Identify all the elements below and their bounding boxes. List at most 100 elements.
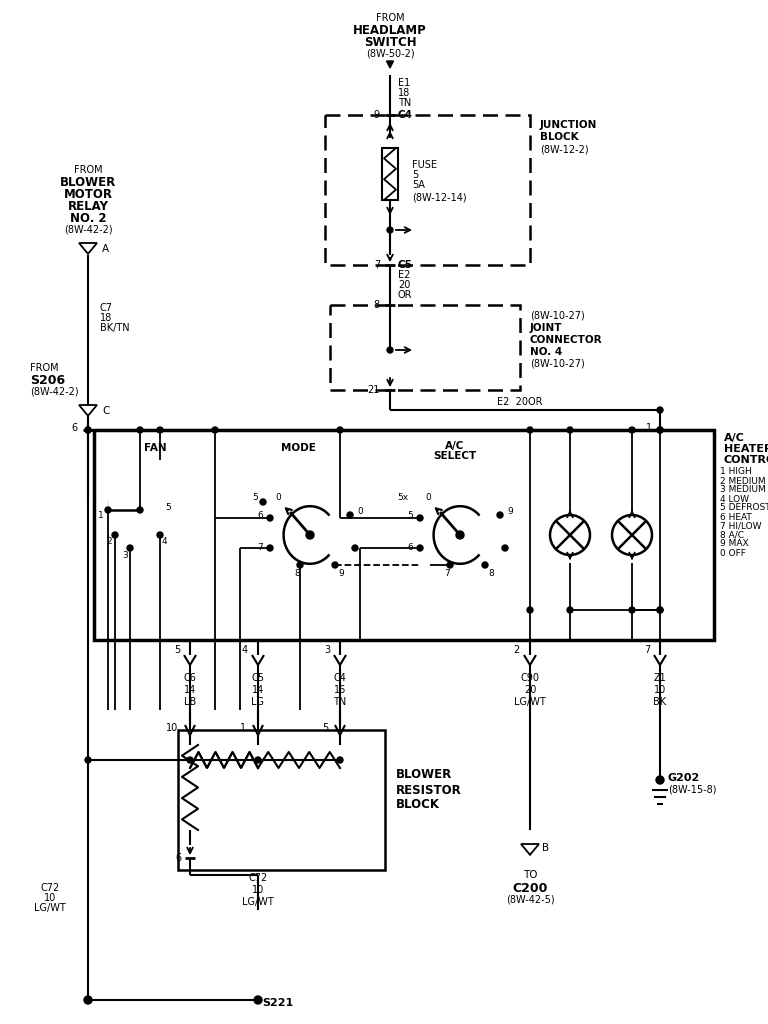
- Text: 5 DEFROST: 5 DEFROST: [720, 504, 768, 512]
- Circle shape: [657, 427, 663, 433]
- Text: C72
10
LG/WT: C72 10 LG/WT: [242, 873, 274, 906]
- Text: 3: 3: [324, 645, 330, 655]
- Text: JOINT: JOINT: [530, 323, 562, 333]
- Text: (8W-42-5): (8W-42-5): [505, 895, 554, 905]
- Circle shape: [482, 562, 488, 568]
- Text: LG/WT: LG/WT: [34, 903, 66, 913]
- Text: MODE: MODE: [280, 443, 316, 453]
- Text: C4: C4: [398, 110, 413, 120]
- Text: 6: 6: [176, 853, 182, 863]
- Text: 3: 3: [122, 552, 128, 560]
- Text: 7: 7: [374, 260, 380, 270]
- Text: (8W-42-2): (8W-42-2): [30, 387, 78, 397]
- Text: A/C: A/C: [445, 441, 465, 451]
- Circle shape: [337, 427, 343, 433]
- Text: Z1
10
BK: Z1 10 BK: [654, 674, 667, 707]
- Circle shape: [267, 515, 273, 521]
- Text: 7: 7: [444, 568, 450, 578]
- Circle shape: [629, 427, 635, 433]
- Text: 8 A/C: 8 A/C: [720, 530, 744, 540]
- Circle shape: [656, 776, 664, 784]
- Text: TO: TO: [523, 870, 538, 880]
- Text: 2: 2: [107, 538, 112, 547]
- Text: 5A: 5A: [412, 180, 425, 190]
- Text: 6: 6: [407, 544, 413, 553]
- Circle shape: [497, 512, 503, 518]
- Text: 4: 4: [242, 645, 248, 655]
- Text: BLOCK: BLOCK: [396, 799, 440, 811]
- Text: RESISTOR: RESISTOR: [396, 783, 462, 797]
- Text: E2  20OR: E2 20OR: [497, 397, 543, 407]
- Text: 8: 8: [488, 568, 494, 578]
- Text: NO. 2: NO. 2: [70, 212, 106, 224]
- Circle shape: [85, 427, 91, 433]
- Circle shape: [456, 531, 464, 539]
- Text: 7: 7: [644, 645, 650, 655]
- Text: 6: 6: [257, 511, 263, 519]
- Text: 10: 10: [166, 723, 178, 733]
- Bar: [94, 430, 714, 640]
- Text: C5: C5: [398, 260, 413, 270]
- Text: SELECT: SELECT: [433, 451, 477, 461]
- Circle shape: [84, 996, 92, 1004]
- Circle shape: [657, 427, 663, 433]
- Circle shape: [417, 515, 423, 521]
- Text: 1 HIGH: 1 HIGH: [720, 468, 752, 476]
- Text: BLOWER: BLOWER: [396, 768, 452, 781]
- Text: 0: 0: [275, 494, 281, 503]
- Text: SWITCH: SWITCH: [364, 36, 416, 48]
- Circle shape: [447, 562, 453, 568]
- Polygon shape: [521, 844, 539, 855]
- Bar: [325, 115, 530, 265]
- Text: (8W-12-2): (8W-12-2): [540, 144, 588, 154]
- Circle shape: [657, 407, 663, 413]
- Text: (8W-10-27): (8W-10-27): [530, 310, 584, 319]
- Text: 18: 18: [398, 88, 410, 98]
- Bar: [382, 148, 398, 200]
- Text: 0: 0: [357, 508, 362, 516]
- Circle shape: [127, 545, 133, 551]
- Text: 5: 5: [165, 504, 170, 512]
- Text: FROM: FROM: [74, 165, 102, 175]
- Text: S221: S221: [262, 998, 293, 1008]
- Text: FROM: FROM: [376, 13, 404, 23]
- Text: C6
14
LB: C6 14 LB: [184, 674, 197, 707]
- Text: C5
14
LG: C5 14 LG: [251, 674, 264, 707]
- Circle shape: [567, 607, 573, 613]
- Text: 18: 18: [100, 313, 112, 323]
- Bar: [330, 305, 520, 390]
- Circle shape: [352, 545, 358, 551]
- Circle shape: [105, 507, 111, 513]
- Bar: [178, 730, 385, 870]
- Text: RELAY: RELAY: [68, 200, 108, 213]
- Text: 5: 5: [322, 723, 328, 733]
- Text: 6: 6: [72, 423, 78, 433]
- Text: BLOCK: BLOCK: [540, 132, 578, 142]
- Circle shape: [212, 427, 218, 433]
- Text: 5x: 5x: [397, 494, 408, 503]
- Circle shape: [137, 427, 143, 433]
- Text: FUSE: FUSE: [412, 160, 437, 170]
- Text: 21: 21: [368, 385, 380, 395]
- Text: 3 MEDIUM 1: 3 MEDIUM 1: [720, 485, 768, 495]
- Polygon shape: [79, 243, 97, 254]
- Circle shape: [187, 757, 193, 763]
- Text: (8W-42-2): (8W-42-2): [64, 225, 112, 234]
- Text: FAN: FAN: [144, 443, 167, 453]
- Circle shape: [137, 507, 143, 513]
- Text: A: A: [102, 244, 109, 254]
- Text: (8W-15-8): (8W-15-8): [668, 785, 717, 795]
- Text: 20: 20: [398, 280, 410, 290]
- Circle shape: [387, 347, 393, 353]
- Circle shape: [657, 607, 663, 613]
- Text: BK/TN: BK/TN: [100, 323, 130, 333]
- Text: HEATER: HEATER: [724, 444, 768, 454]
- Circle shape: [306, 531, 314, 539]
- Text: A/C: A/C: [724, 433, 745, 443]
- Text: 9: 9: [374, 110, 380, 120]
- Text: 7 HI/LOW: 7 HI/LOW: [720, 521, 762, 530]
- Circle shape: [267, 545, 273, 551]
- Text: MOTOR: MOTOR: [64, 187, 112, 201]
- Text: C200: C200: [512, 882, 548, 895]
- Circle shape: [85, 757, 91, 763]
